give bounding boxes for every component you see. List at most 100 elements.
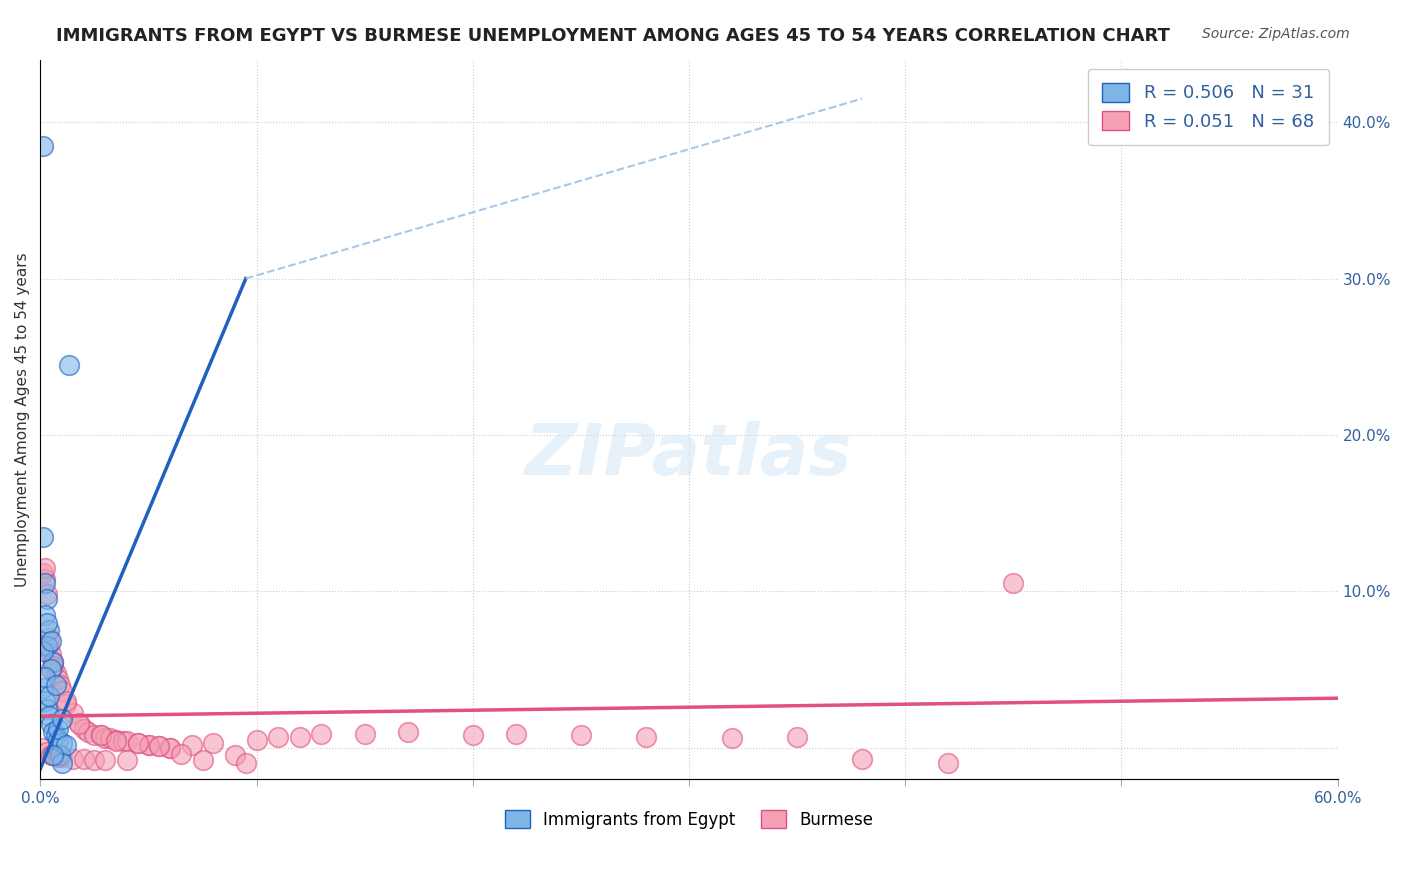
Point [505,726,527,740]
Point [938,756,960,771]
Point [31,643,53,657]
Point [35,701,58,715]
Point [851,751,873,765]
Point [42,748,65,763]
Point [39,663,62,677]
Point [288,730,311,744]
Point [62,751,84,765]
Point [311,726,333,740]
Point [111,734,134,748]
Point [35,615,58,630]
Point [98,731,121,746]
Point [39,634,62,648]
Point [235,756,257,771]
Point [42,659,65,673]
Point [34,607,56,622]
Point [786,730,808,744]
Point [46,750,69,764]
Point [396,725,419,739]
Point [83,753,105,767]
Point [31,740,53,755]
Point [38,639,60,653]
Point [90,728,112,742]
Point [45,665,67,680]
Point [170,747,193,761]
Point [38,709,60,723]
Point [569,728,592,742]
Point [55,697,77,711]
Point [34,561,56,575]
Point [42,725,65,739]
Point [46,732,69,747]
Point [159,740,181,755]
Point [83,728,105,742]
Point [42,655,65,669]
Point [159,740,181,755]
Point [39,717,62,731]
Point [246,732,269,747]
Point [31,138,53,153]
Point [67,715,90,730]
Point [721,731,744,746]
Point [55,694,77,708]
Point [31,566,53,580]
Point [77,725,100,739]
Text: ZIPatlas: ZIPatlas [526,421,852,490]
Point [148,739,170,753]
Point [267,730,290,744]
Point [105,732,128,747]
Point [38,689,60,703]
Point [34,572,56,586]
Point [34,670,56,684]
Point [55,738,77,752]
Point [31,681,53,696]
Point [461,728,484,742]
Point [224,748,246,763]
Point [34,694,56,708]
Point [94,753,117,767]
Point [353,726,375,740]
Point [1002,576,1025,591]
Point [62,706,84,721]
Point [90,728,112,742]
Point [35,592,58,607]
Point [127,736,149,750]
Point [39,647,62,661]
Point [35,745,58,759]
Point [45,678,67,692]
Point [49,678,72,692]
Point [67,717,90,731]
Point [31,530,53,544]
Point [51,684,73,698]
Point [51,713,73,727]
Point [191,753,214,767]
Point [51,750,73,764]
Point [73,722,96,736]
Point [105,734,128,748]
Point [46,722,69,736]
Legend: Immigrants from Egypt, Burmese: Immigrants from Egypt, Burmese [498,804,880,835]
Point [51,736,73,750]
Point [138,738,160,752]
Point [634,730,657,744]
Point [115,734,138,748]
Point [45,728,67,742]
Point [58,358,80,372]
Point [94,731,117,746]
Point [51,756,73,771]
Point [38,631,60,645]
Point [148,739,170,753]
Point [42,655,65,669]
Point [202,736,225,750]
Point [34,576,56,591]
Point [127,736,149,750]
Point [38,624,60,638]
Point [39,748,62,763]
Point [35,639,58,653]
Y-axis label: Unemployment Among Ages 45 to 54 years: Unemployment Among Ages 45 to 54 years [15,252,30,587]
Point [73,751,96,765]
Point [46,672,69,686]
Point [35,587,58,601]
Text: IMMIGRANTS FROM EGYPT VS BURMESE UNEMPLOYMENT AMONG AGES 45 TO 54 YEARS CORRELAT: IMMIGRANTS FROM EGYPT VS BURMESE UNEMPLO… [56,27,1170,45]
Text: Source: ZipAtlas.com: Source: ZipAtlas.com [1202,27,1350,41]
